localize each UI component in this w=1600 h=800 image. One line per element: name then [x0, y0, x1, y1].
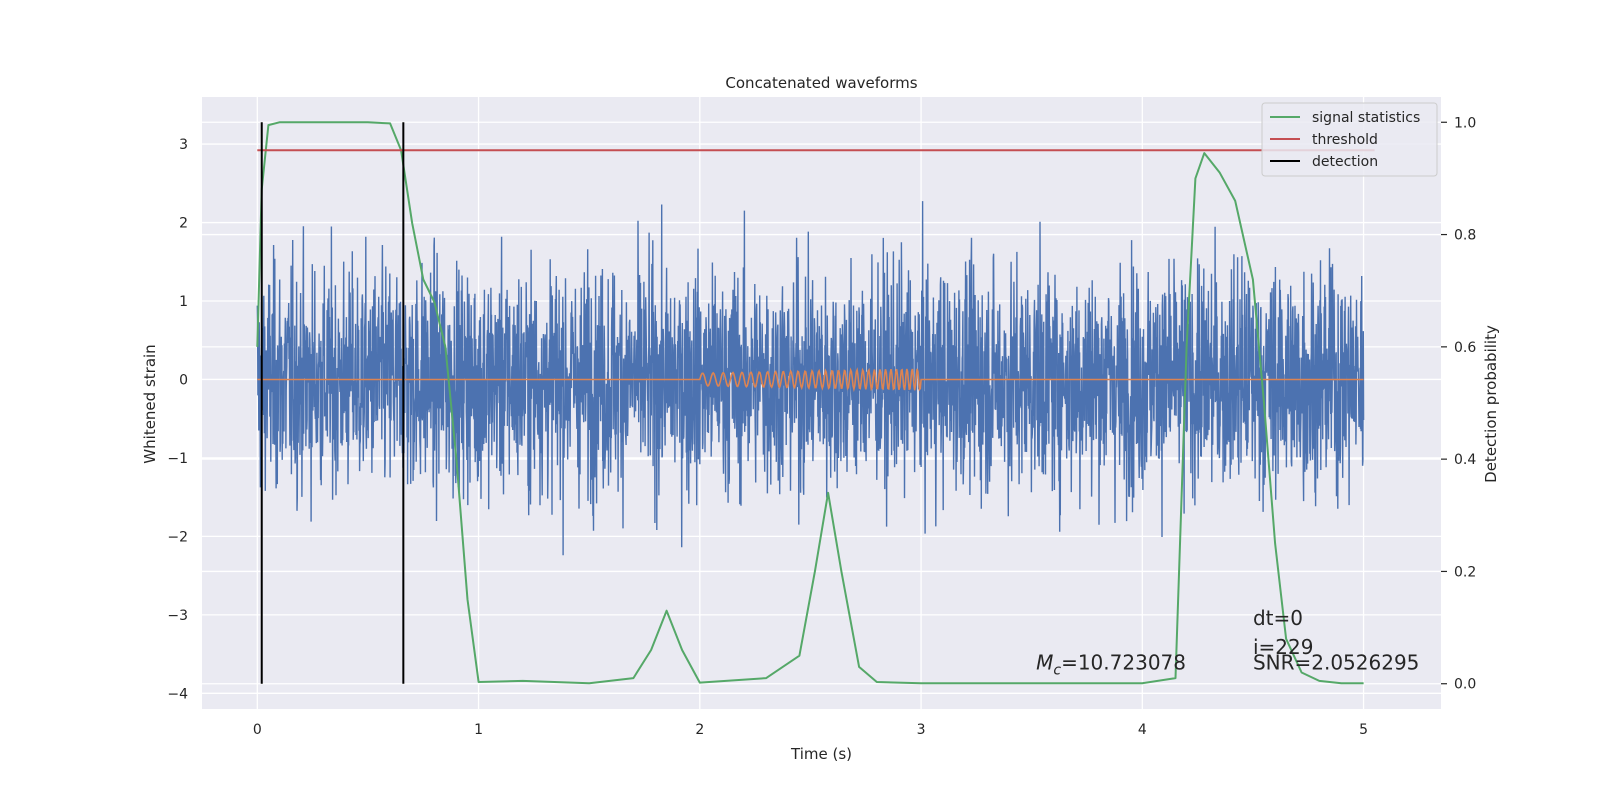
x-axis-label: Time (s) [790, 745, 852, 763]
x-tick-label: 3 [917, 722, 926, 738]
y-tick-label-right: 0.8 [1454, 228, 1476, 244]
y-tick-label-right: 0.0 [1454, 677, 1476, 693]
y-tick-label-right: 0.2 [1454, 564, 1476, 580]
legend-label: detection [1312, 154, 1378, 170]
y-tick-label-left: 0 [179, 372, 188, 388]
annotation-text: Mc=10.723078 [1036, 650, 1186, 678]
y-tick-label-left: −2 [167, 529, 188, 545]
x-tick-label: 2 [695, 722, 704, 738]
y-tick-label-left: −1 [167, 451, 188, 467]
y-tick-label-left: −4 [167, 686, 188, 702]
chart-title: Concatenated waveforms [725, 74, 917, 92]
x-tick-label: 0 [253, 722, 262, 738]
legend-label: signal statistics [1312, 110, 1420, 126]
y-tick-label-right: 0.6 [1454, 340, 1476, 356]
noise-series-line [256, 201, 1365, 556]
legend-label: threshold [1312, 132, 1378, 148]
signal-statistics-line [256, 121, 1364, 685]
legend: signal statistics threshold detection [1261, 102, 1438, 177]
y-tick-label-left: 1 [179, 294, 188, 310]
y-tick-label-right: 0.4 [1454, 452, 1476, 468]
x-tick-label: 5 [1359, 722, 1368, 738]
series-layer [256, 121, 1375, 685]
y-axis-label-right: Detection probability [1482, 325, 1500, 483]
x-tick-label: 4 [1138, 722, 1147, 738]
y-axis-label-left: Whitened strain [141, 344, 159, 463]
y-tick-label-left: 3 [179, 137, 188, 153]
annotation-text: SNR=2.0526295 [1253, 650, 1419, 674]
y-tick-label-left: −3 [167, 608, 188, 624]
legend-box [1261, 102, 1438, 177]
y-tick-label-right: 1.0 [1454, 115, 1476, 131]
annotation-text: dt=0 [1253, 606, 1303, 630]
tick-layer: 0 1 2 3 4 5 3 2 1 0 −1 −2 −3 −4 1.0 0.8 0.6 0.4 0.2 0.0 [167, 115, 1476, 738]
x-tick-label: 1 [474, 722, 483, 738]
chirp-series-line [257, 367, 1364, 393]
y-tick-label-left: 2 [179, 216, 188, 232]
annotation-text: i=229 [1253, 635, 1314, 659]
